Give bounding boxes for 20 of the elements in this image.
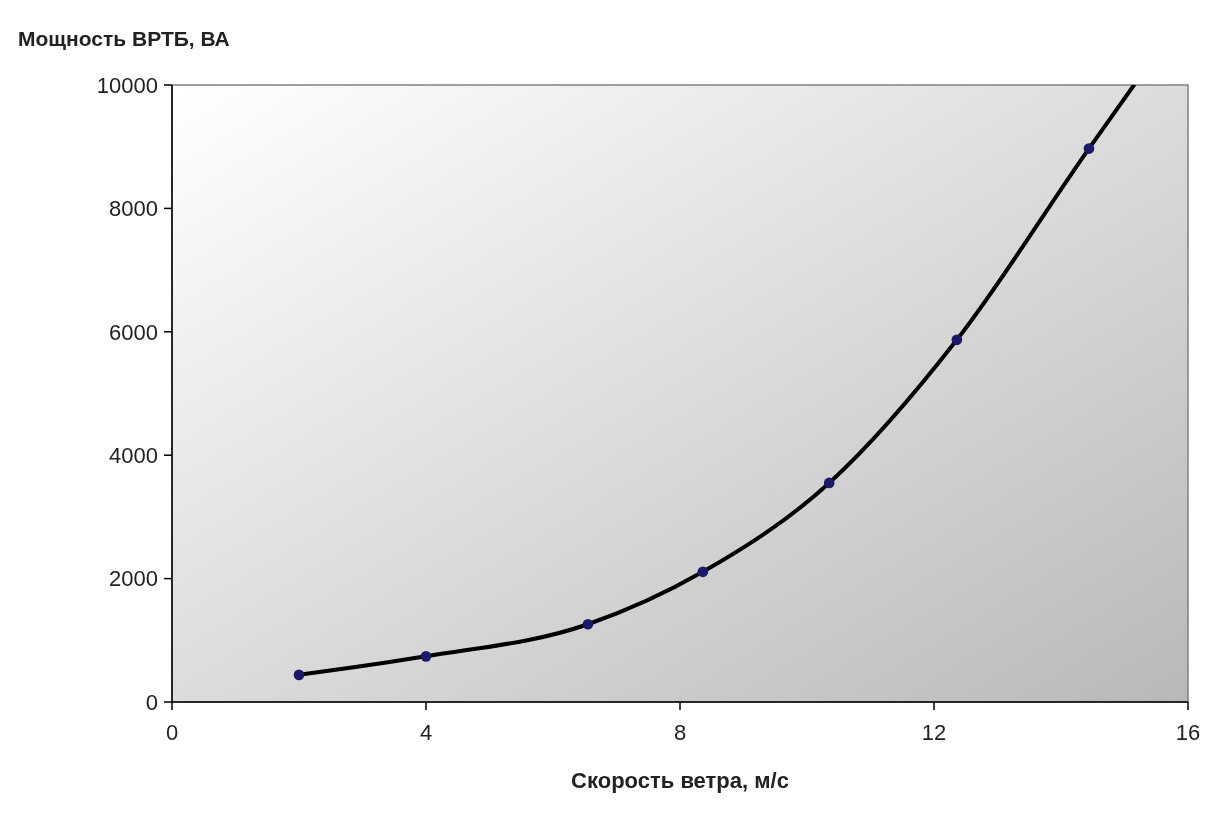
y-tick-label: 2000: [109, 566, 158, 592]
point: [697, 566, 709, 578]
x-tick-label: 4: [419, 720, 433, 745]
y-tick-label: 4000: [109, 442, 158, 468]
x-tick-label: 16: [1175, 720, 1201, 745]
x-tick-label: 0: [165, 720, 179, 745]
y-tick-label: 6000: [109, 319, 158, 345]
point: [293, 669, 305, 681]
y-tick-label: 10000: [96, 72, 158, 98]
x-axis-title: Скорость ветра, м/с: [571, 768, 789, 793]
y-tick-label: 0: [145, 689, 158, 715]
point: [823, 477, 835, 489]
y-axis-title: Мощность ВРТБ, ВА: [18, 27, 230, 50]
x-tick-label: 12: [921, 720, 947, 745]
point: [951, 334, 963, 346]
y-tick-label: 8000: [109, 196, 158, 222]
point: [582, 618, 594, 630]
point: [1083, 143, 1095, 154]
point: [420, 651, 432, 662]
x-tick-label: 8: [673, 720, 687, 745]
